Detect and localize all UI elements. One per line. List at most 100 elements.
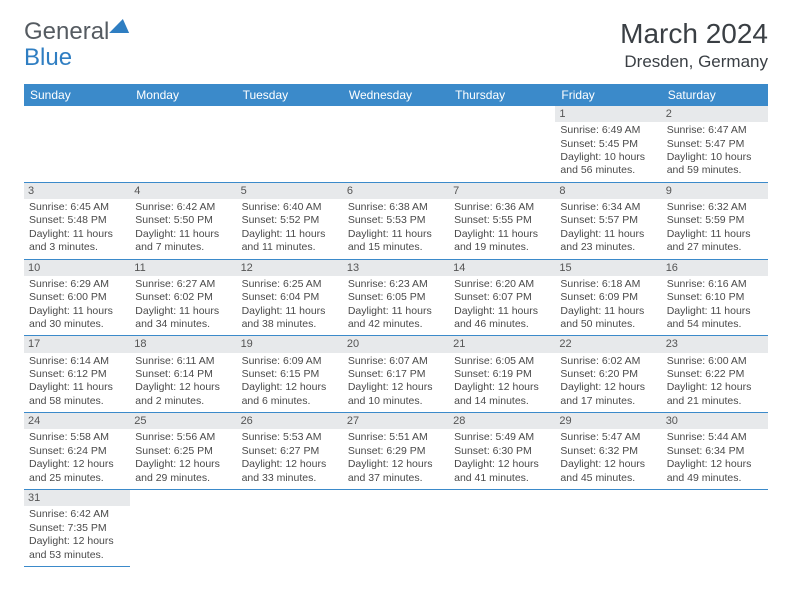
calendar-cell: 23Sunrise: 6:00 AMSunset: 6:22 PMDayligh… <box>662 336 768 413</box>
sunset-line: Sunset: 5:59 PM <box>667 214 763 227</box>
calendar-cell-empty <box>555 490 661 567</box>
daylight-line: Daylight: 11 hours and 15 minutes. <box>348 228 444 255</box>
sunrise-line: Sunrise: 5:51 AM <box>348 431 444 444</box>
calendar-cell: 13Sunrise: 6:23 AMSunset: 6:05 PMDayligh… <box>343 259 449 336</box>
calendar-cell: 25 Sunrise: 5:56 AMSunset: 6:25 PMDayligh… <box>130 413 236 490</box>
sunrise-line: Sunrise: 6:40 AM <box>242 201 338 214</box>
sunrise-line: Sunrise: 6:49 AM <box>560 124 656 137</box>
sunset-line: Sunset: 5:55 PM <box>454 214 550 227</box>
day-number: 16 <box>662 260 768 276</box>
day-number: 25 <box>130 413 236 429</box>
day-number: 26 <box>237 413 343 429</box>
daylight-line: Daylight: 12 hours and 21 minutes. <box>667 381 763 408</box>
sunrise-line: Sunrise: 6:07 AM <box>348 355 444 368</box>
daylight-line: Daylight: 11 hours and 23 minutes. <box>560 228 656 255</box>
sunset-line: Sunset: 6:02 PM <box>135 291 231 304</box>
sunset-line: Sunset: 5:45 PM <box>560 138 656 151</box>
sunrise-line: Sunrise: 6:42 AM <box>29 508 125 521</box>
daylight-line: Daylight: 12 hours and 14 minutes. <box>454 381 550 408</box>
day-number: 7 <box>449 183 555 199</box>
daylight-line: Daylight: 12 hours and 29 minutes. <box>135 458 231 485</box>
sunset-line: Sunset: 5:52 PM <box>242 214 338 227</box>
day-number: 29 <box>555 413 661 429</box>
calendar-cell: 30Sunrise: 5:44 AMSunset: 6:34 PMDayligh… <box>662 413 768 490</box>
day-header: Wednesday <box>343 84 449 106</box>
calendar-row: 31Sunrise: 6:42 AMSunset: 7:35 PMDayligh… <box>24 490 768 567</box>
daylight-line: Daylight: 11 hours and 54 minutes. <box>667 305 763 332</box>
day-header-row: SundayMondayTuesdayWednesdayThursdayFrid… <box>24 84 768 106</box>
calendar-cell: 9Sunrise: 6:32 AMSunset: 5:59 PMDaylight… <box>662 182 768 259</box>
sunrise-line: Sunrise: 6:20 AM <box>454 278 550 291</box>
calendar-cell: 4Sunrise: 6:42 AMSunset: 5:50 PMDaylight… <box>130 182 236 259</box>
day-header: Monday <box>130 84 236 106</box>
logo-line2: Blue <box>24 44 72 72</box>
calendar-cell: 27Sunrise: 5:51 AMSunset: 6:29 PMDayligh… <box>343 413 449 490</box>
day-number: 9 <box>662 183 768 199</box>
calendar-cell: 8Sunrise: 6:34 AMSunset: 5:57 PMDaylight… <box>555 182 661 259</box>
daylight-line: Daylight: 12 hours and 45 minutes. <box>560 458 656 485</box>
daylight-line: Daylight: 12 hours and 37 minutes. <box>348 458 444 485</box>
sunset-line: Sunset: 7:35 PM <box>29 522 125 535</box>
day-number: 28 <box>449 413 555 429</box>
sunrise-line: Sunrise: 6:14 AM <box>29 355 125 368</box>
daylight-line: Daylight: 12 hours and 2 minutes. <box>135 381 231 408</box>
daylight-line: Daylight: 12 hours and 41 minutes. <box>454 458 550 485</box>
sunrise-line: Sunrise: 6:36 AM <box>454 201 550 214</box>
header: General March 2024 Dresden, Germany <box>0 0 792 80</box>
sunrise-line: Sunrise: 6:09 AM <box>242 355 338 368</box>
calendar-row: 10Sunrise: 6:29 AMSunset: 6:00 PMDayligh… <box>24 259 768 336</box>
calendar-cell: 5 Sunrise: 6:40 AMSunset: 5:52 PMDaylight… <box>237 182 343 259</box>
daylight-line: Daylight: 11 hours and 7 minutes. <box>135 228 231 255</box>
sunrise-line: Sunrise: 6:34 AM <box>560 201 656 214</box>
sunrise-line: Sunrise: 6:00 AM <box>667 355 763 368</box>
sunrise-line: Sunrise: 5:49 AM <box>454 431 550 444</box>
day-header: Sunday <box>24 84 130 106</box>
sunset-line: Sunset: 5:47 PM <box>667 138 763 151</box>
daylight-line: Daylight: 12 hours and 6 minutes. <box>242 381 338 408</box>
calendar-head: SundayMondayTuesdayWednesdayThursdayFrid… <box>24 84 768 106</box>
day-number: 12 <box>237 260 343 276</box>
daylight-line: Daylight: 12 hours and 17 minutes. <box>560 381 656 408</box>
calendar-row: 24Sunrise: 5:58 AMSunset: 6:24 PMDayligh… <box>24 413 768 490</box>
calendar-cell: 20Sunrise: 6:07 AMSunset: 6:17 PMDayligh… <box>343 336 449 413</box>
sunrise-line: Sunrise: 6:02 AM <box>560 355 656 368</box>
calendar-cell-empty <box>24 106 130 182</box>
sunset-line: Sunset: 6:30 PM <box>454 445 550 458</box>
calendar-row: 3Sunrise: 6:45 AMSunset: 5:48 PMDaylight… <box>24 182 768 259</box>
sunset-line: Sunset: 6:20 PM <box>560 368 656 381</box>
day-number: 5 <box>237 183 343 199</box>
sunset-line: Sunset: 6:15 PM <box>242 368 338 381</box>
sunrise-line: Sunrise: 5:56 AM <box>135 431 231 444</box>
daylight-line: Daylight: 11 hours and 19 minutes. <box>454 228 550 255</box>
daylight-line: Daylight: 11 hours and 11 minutes. <box>242 228 338 255</box>
calendar-body: 1Sunrise: 6:49 AMSunset: 5:45 PMDaylight… <box>24 106 768 566</box>
calendar-cell: 6Sunrise: 6:38 AMSunset: 5:53 PMDaylight… <box>343 182 449 259</box>
sunset-line: Sunset: 6:10 PM <box>667 291 763 304</box>
sunset-line: Sunset: 6:27 PM <box>242 445 338 458</box>
daylight-line: Daylight: 11 hours and 3 minutes. <box>29 228 125 255</box>
sunrise-line: Sunrise: 6:27 AM <box>135 278 231 291</box>
day-number: 10 <box>24 260 130 276</box>
calendar-cell: 11Sunrise: 6:27 AMSunset: 6:02 PMDayligh… <box>130 259 236 336</box>
sunrise-line: Sunrise: 6:11 AM <box>135 355 231 368</box>
calendar-cell-empty <box>130 490 236 567</box>
sunrise-line: Sunrise: 6:18 AM <box>560 278 656 291</box>
daylight-line: Daylight: 11 hours and 58 minutes. <box>29 381 125 408</box>
sunset-line: Sunset: 6:17 PM <box>348 368 444 381</box>
calendar-cell-empty <box>662 490 768 567</box>
calendar-cell-empty <box>343 106 449 182</box>
sunrise-line: Sunrise: 5:44 AM <box>667 431 763 444</box>
sunset-line: Sunset: 6:09 PM <box>560 291 656 304</box>
calendar-cell: 16Sunrise: 6:16 AMSunset: 6:10 PMDayligh… <box>662 259 768 336</box>
calendar-cell: 28 Sunrise: 5:49 AMSunset: 6:30 PMDayligh… <box>449 413 555 490</box>
logo-text-2: Blue <box>24 44 72 71</box>
calendar-row: 1Sunrise: 6:49 AMSunset: 5:45 PMDaylight… <box>24 106 768 182</box>
calendar-cell: 29Sunrise: 5:47 AMSunset: 6:32 PMDayligh… <box>555 413 661 490</box>
day-number: 4 <box>130 183 236 199</box>
daylight-line: Daylight: 12 hours and 49 minutes. <box>667 458 763 485</box>
calendar-cell: 10Sunrise: 6:29 AMSunset: 6:00 PMDayligh… <box>24 259 130 336</box>
daylight-line: Daylight: 12 hours and 25 minutes. <box>29 458 125 485</box>
sunset-line: Sunset: 6:04 PM <box>242 291 338 304</box>
day-number: 31 <box>24 490 130 506</box>
sunset-line: Sunset: 6:25 PM <box>135 445 231 458</box>
